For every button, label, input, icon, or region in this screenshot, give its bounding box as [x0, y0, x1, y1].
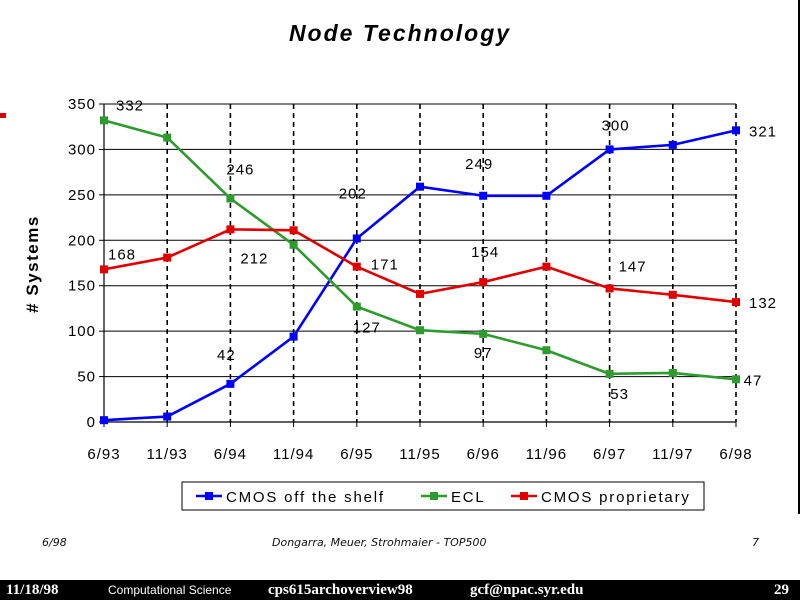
- data-point: [732, 126, 740, 135]
- legend-label: CMOS off the shelf: [226, 489, 385, 506]
- data-label: 300: [602, 117, 630, 134]
- data-point: [732, 298, 740, 307]
- data-point: [100, 116, 108, 125]
- data-label: 321: [749, 123, 777, 140]
- data-point: [668, 290, 677, 299]
- slide-frame: [798, 0, 800, 514]
- data-point: [352, 302, 361, 311]
- data-label: 332: [116, 97, 144, 114]
- data-label: 212: [240, 250, 268, 267]
- bottom-bar: 11/18/98 Computational Science cps615arc…: [0, 580, 800, 600]
- x-tick-label: 11/95: [399, 446, 440, 463]
- data-point: [226, 379, 235, 388]
- footer-authors: Dongarra, Meuer, Strohmaier - TOP500: [272, 536, 487, 549]
- y-tick-label: 0: [87, 414, 96, 431]
- data-point: [226, 225, 235, 234]
- y-tick-label: 150: [68, 278, 96, 295]
- data-point: [542, 262, 551, 271]
- data-point: [226, 194, 235, 203]
- chart-title: Node Technology: [289, 20, 511, 46]
- axes: 0 50 100 150 200 250 300 350 6/93 11/93 6/94 11/94 6…: [68, 96, 752, 463]
- data-point: [163, 412, 172, 421]
- bottom-bar-file: cps615archoverview98: [268, 582, 413, 598]
- y-tick-label: 200: [68, 232, 96, 249]
- series-group: [100, 116, 740, 425]
- data-point: [479, 278, 488, 287]
- series-cmos-off-the-shelf: [100, 126, 740, 425]
- data-label: 42: [217, 347, 236, 364]
- data-label: 154: [471, 244, 499, 261]
- data-label: 246: [226, 161, 254, 178]
- data-point: [668, 368, 677, 377]
- data-point: [352, 234, 361, 243]
- data-label: 132: [749, 295, 777, 312]
- x-tick-label: 6/98: [719, 446, 752, 463]
- x-tick-label: 11/96: [526, 446, 567, 463]
- data-point: [416, 289, 424, 298]
- data-labels: 332 246 127 97 53 47 42 202 249 300 321 168 212 171 15…: [108, 97, 777, 403]
- data-label: 53: [610, 386, 629, 403]
- data-point: [416, 182, 424, 191]
- x-tick-label: 6/94: [214, 446, 247, 463]
- data-point: [605, 284, 614, 293]
- bottom-bar-date: 11/18/98: [6, 582, 59, 598]
- x-tick-label: 11/97: [652, 446, 693, 463]
- data-point: [289, 332, 298, 341]
- data-label: 147: [619, 258, 647, 275]
- legend-marker: [520, 492, 528, 500]
- y-axis-label: # Systems: [23, 215, 42, 313]
- data-point: [352, 262, 361, 271]
- series-cmos-proprietary: [100, 225, 740, 307]
- data-point: [100, 265, 108, 274]
- data-label: 168: [108, 246, 136, 263]
- x-tick-label: 6/95: [340, 446, 373, 463]
- legend-marker: [430, 492, 438, 500]
- y-tick-label: 50: [77, 369, 96, 386]
- data-point: [163, 253, 172, 262]
- bottom-bar-subject: Computational Science: [108, 583, 232, 597]
- legend: CMOS off the shelf ECL CMOS proprietary: [181, 481, 705, 511]
- data-point: [605, 145, 614, 154]
- x-tick-label: 6/97: [593, 446, 626, 463]
- y-tick-label: 250: [68, 187, 96, 204]
- bottom-bar-page: 29: [774, 582, 789, 598]
- data-label: 127: [353, 320, 381, 337]
- data-point: [100, 416, 108, 425]
- data-label: 97: [474, 345, 493, 362]
- legend-marker: [205, 492, 213, 500]
- data-point: [416, 326, 424, 335]
- y-tick-label: 350: [68, 96, 96, 113]
- legend-label: CMOS proprietary: [541, 489, 691, 506]
- data-point: [732, 375, 740, 384]
- x-tick-label: 11/94: [273, 446, 314, 463]
- chart: Node Technology 0 50 100 150 200 250 300 350 6/9…: [23, 20, 777, 511]
- data-point: [163, 133, 172, 142]
- data-point: [542, 191, 551, 200]
- x-tick-label: 6/93: [87, 446, 120, 463]
- y-tick-label: 300: [68, 141, 96, 158]
- data-label: 249: [465, 156, 493, 173]
- data-point: [289, 240, 298, 249]
- footer-date: 6/98: [42, 536, 67, 549]
- data-point: [289, 226, 298, 235]
- data-point: [479, 329, 488, 338]
- data-point: [542, 346, 551, 355]
- y-tick-label: 100: [68, 323, 96, 340]
- data-label: 171: [371, 257, 399, 274]
- slide-footer: 6/98 Dongarra, Meuer, Strohmaier - TOP50…: [0, 530, 800, 560]
- data-label: 47: [744, 372, 763, 389]
- data-label: 202: [339, 185, 367, 202]
- footer-page: 7: [752, 536, 759, 549]
- data-point: [668, 140, 677, 149]
- series-ecl: [100, 116, 740, 384]
- x-tick-label: 6/96: [467, 446, 500, 463]
- data-point: [479, 191, 488, 200]
- data-point: [605, 369, 614, 378]
- x-tick-label: 11/93: [146, 446, 187, 463]
- bottom-bar-email: gcf@npac.syr.edu: [470, 582, 584, 598]
- legend-label: ECL: [451, 489, 486, 506]
- red-marker: [0, 113, 6, 118]
